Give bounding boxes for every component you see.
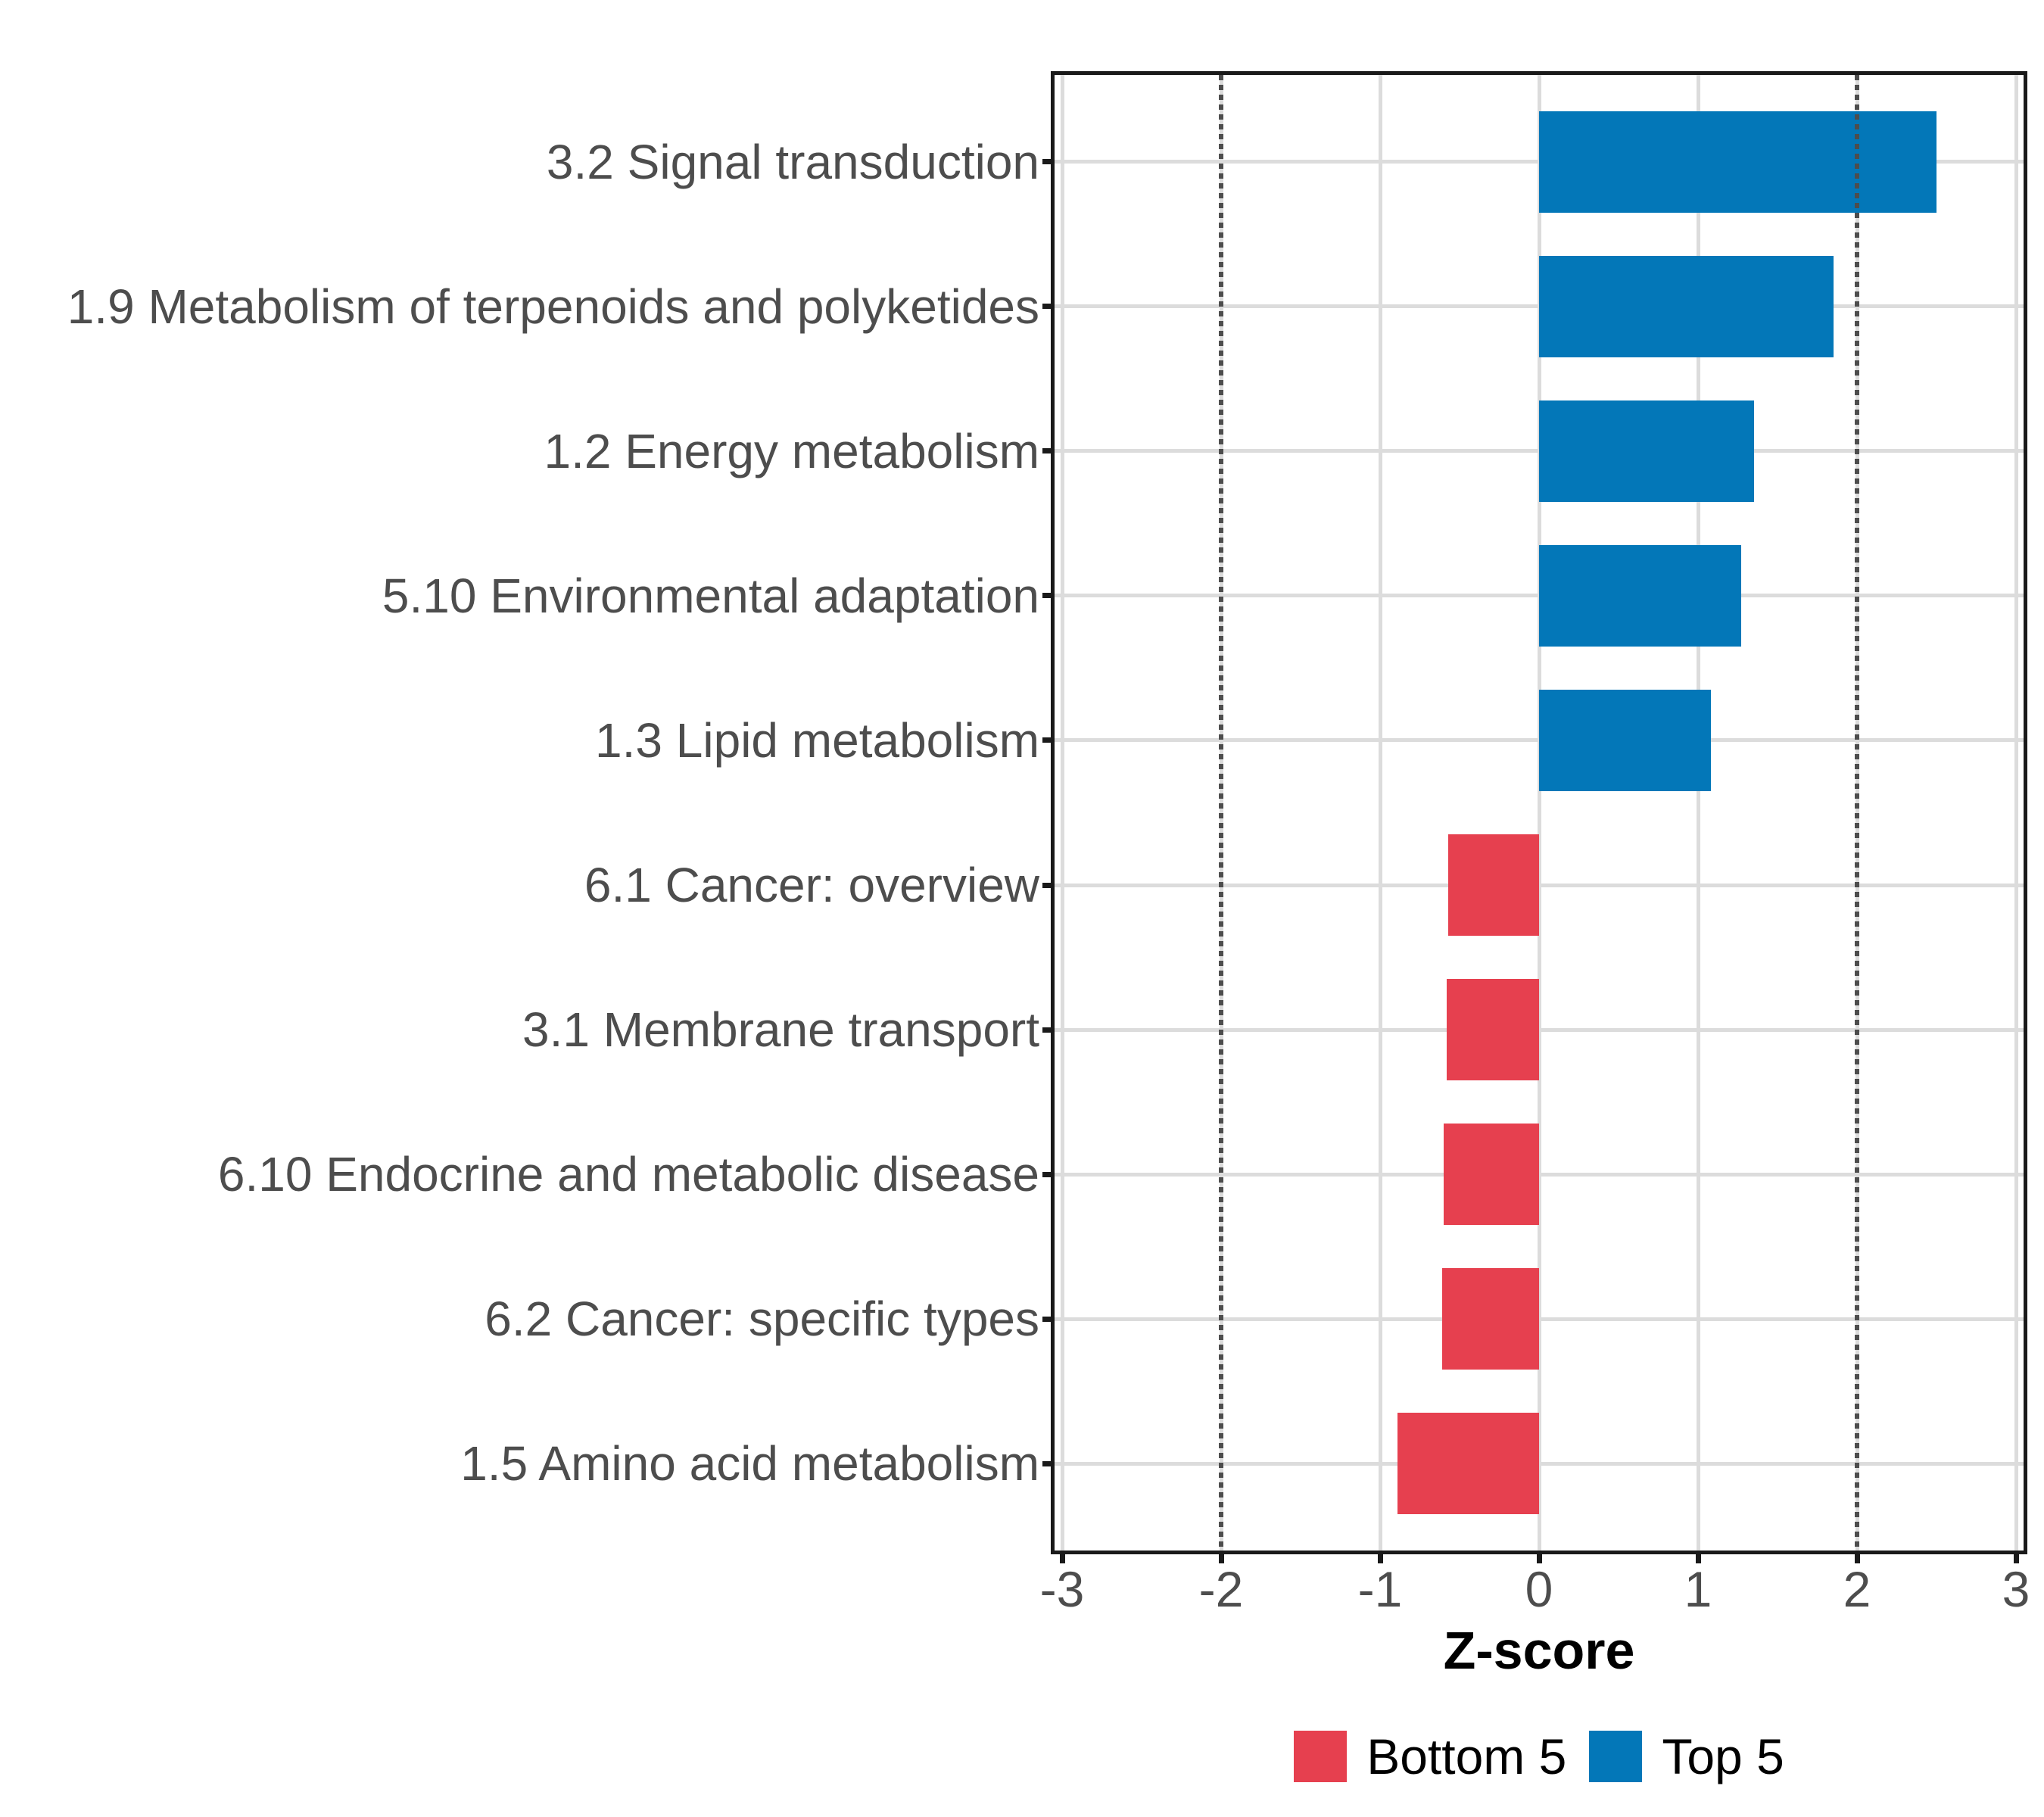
bar-negative [1397, 1413, 1539, 1515]
y-axis-tick [1042, 593, 1052, 599]
y-axis-category-label: 1.2 Energy metabolism [544, 423, 1039, 478]
y-axis-category-label: 1.9 Metabolism of terpenoids and polyket… [67, 279, 1039, 334]
reference-line-dotted [1219, 75, 1223, 1551]
y-axis-category-label: 5.10 Environmental adaptation [382, 568, 1039, 623]
x-axis-tick [1695, 1554, 1701, 1563]
y-axis-tick [1042, 737, 1052, 743]
y-axis-tick [1042, 159, 1052, 165]
major-gridline-vertical [1537, 75, 1541, 1551]
reference-line-dotted [1855, 75, 1859, 1551]
legend-label: Bottom 5 [1366, 1728, 1567, 1784]
bar-positive [1539, 111, 1937, 213]
x-axis-tick-label: -3 [1039, 1561, 1085, 1617]
x-axis-title: Z-score [1443, 1621, 1635, 1680]
major-gridline-horizontal [1055, 1027, 2024, 1032]
y-axis-category-label: 6.1 Cancer: overview [584, 858, 1039, 913]
bar-negative [1448, 834, 1539, 936]
plot-panel [1051, 71, 2027, 1554]
major-gridline-horizontal [1055, 1172, 2024, 1177]
x-axis-tick [2013, 1554, 2019, 1563]
major-gridline-horizontal [1055, 1317, 2024, 1321]
x-axis-tick-label: -1 [1357, 1561, 1403, 1617]
major-gridline-horizontal [1055, 883, 2024, 887]
y-axis-category-label: 3.2 Signal transduction [546, 134, 1039, 189]
bar-positive [1539, 545, 1741, 647]
y-axis-tick [1042, 882, 1052, 888]
y-axis-category-label: 3.1 Membrane transport [522, 1002, 1039, 1058]
bar-positive [1539, 690, 1711, 791]
y-axis-category-label: 1.5 Amino acid metabolism [460, 1436, 1039, 1491]
y-axis-category-label: 6.10 Endocrine and metabolic disease [217, 1147, 1039, 1202]
x-axis-tick [1059, 1554, 1065, 1563]
legend: Bottom 5 Top 5 [1051, 1726, 2027, 1787]
x-axis-tick-label: 3 [2002, 1561, 2030, 1617]
y-axis-tick [1042, 1171, 1052, 1177]
x-axis-tick-label: -2 [1198, 1561, 1244, 1617]
y-axis-tick [1042, 1027, 1052, 1033]
x-axis-tick [1377, 1554, 1383, 1563]
legend-item-bottom-5: Bottom 5 [1294, 1731, 1566, 1782]
major-gridline-vertical [1378, 75, 1382, 1551]
legend-swatch [1589, 1731, 1643, 1782]
major-gridline-vertical [1696, 75, 1700, 1551]
x-axis-tick-label: 0 [1525, 1561, 1553, 1617]
y-axis-tick [1042, 1460, 1052, 1466]
y-axis-tick [1042, 1316, 1052, 1322]
x-axis-tick [1854, 1554, 1860, 1563]
major-gridline-vertical [2014, 75, 2018, 1551]
bar-positive [1539, 255, 1834, 357]
legend-label: Top 5 [1662, 1728, 1784, 1784]
legend-swatch [1294, 1731, 1348, 1782]
bar-negative [1444, 1124, 1539, 1226]
x-axis-tick-label: 2 [1843, 1561, 1871, 1617]
y-axis-category-label: 6.2 Cancer: specific types [485, 1292, 1039, 1347]
major-gridline-horizontal [1055, 1461, 2024, 1466]
bar-negative [1441, 1268, 1539, 1370]
legend-item-top-5: Top 5 [1589, 1731, 1784, 1782]
y-axis-category-label: 1.3 Lipid metabolism [595, 712, 1039, 768]
bar-negative [1447, 979, 1539, 1080]
x-axis-tick [1536, 1554, 1542, 1563]
major-gridline-vertical [1060, 75, 1064, 1551]
y-axis-tick [1042, 448, 1052, 454]
x-axis-tick-label: 1 [1684, 1561, 1712, 1617]
y-axis-tick [1042, 304, 1052, 310]
x-axis-tick [1218, 1554, 1224, 1563]
bar-positive [1539, 400, 1754, 502]
